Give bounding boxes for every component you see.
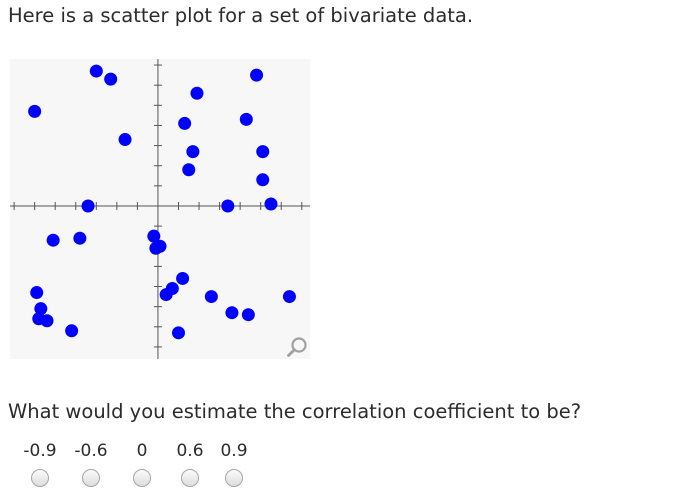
data-point: [73, 231, 87, 245]
data-point: [34, 302, 48, 316]
data-point: [40, 314, 54, 328]
choice-radio[interactable]: [31, 469, 49, 487]
data-point: [256, 173, 270, 187]
intro-text: Here is a scatter plot for a set of biva…: [8, 4, 474, 27]
choice-radio[interactable]: [225, 469, 243, 487]
choice-1: -0.9: [14, 440, 66, 487]
data-point: [282, 290, 296, 304]
data-point: [30, 286, 44, 300]
choice-radio[interactable]: [82, 469, 100, 487]
choice-radio[interactable]: [133, 469, 151, 487]
data-point: [176, 271, 190, 285]
choice-label: 0.6: [176, 441, 204, 461]
data-point: [250, 68, 264, 82]
data-point: [256, 145, 270, 159]
data-point: [104, 72, 118, 86]
scatter-plot: [10, 59, 310, 359]
data-point: [241, 308, 255, 322]
data-point: [186, 145, 200, 159]
choice-label: 0: [136, 441, 148, 461]
data-point: [81, 199, 95, 213]
data-point: [178, 116, 192, 130]
data-point: [118, 133, 132, 147]
data-point: [147, 229, 161, 243]
question-text: What would you estimate the correlation …: [8, 400, 582, 423]
data-point: [264, 197, 278, 211]
choice-label: -0.6: [74, 441, 108, 461]
data-point: [159, 288, 173, 302]
choice-5: 0.9: [208, 440, 260, 487]
data-point: [225, 306, 239, 320]
choice-3: 0: [116, 440, 168, 487]
data-point: [239, 112, 253, 126]
data-point: [204, 290, 218, 304]
zoom-button[interactable]: [286, 335, 310, 359]
data-point: [89, 64, 103, 78]
data-point: [65, 324, 79, 338]
data-point: [221, 199, 235, 213]
data-point: [190, 86, 204, 100]
choice-4: 0.6: [164, 440, 216, 487]
choice-label: 0.9: [220, 441, 248, 461]
data-point: [171, 326, 185, 340]
data-point: [46, 233, 60, 247]
choice-label: -0.9: [23, 441, 57, 461]
data-point: [153, 239, 167, 253]
scatter-plot-svg: [10, 59, 310, 359]
data-point: [28, 104, 42, 118]
magnifier-icon: [287, 337, 307, 357]
data-point: [182, 163, 196, 177]
choice-2: -0.6: [65, 440, 117, 487]
choice-radio[interactable]: [181, 469, 199, 487]
